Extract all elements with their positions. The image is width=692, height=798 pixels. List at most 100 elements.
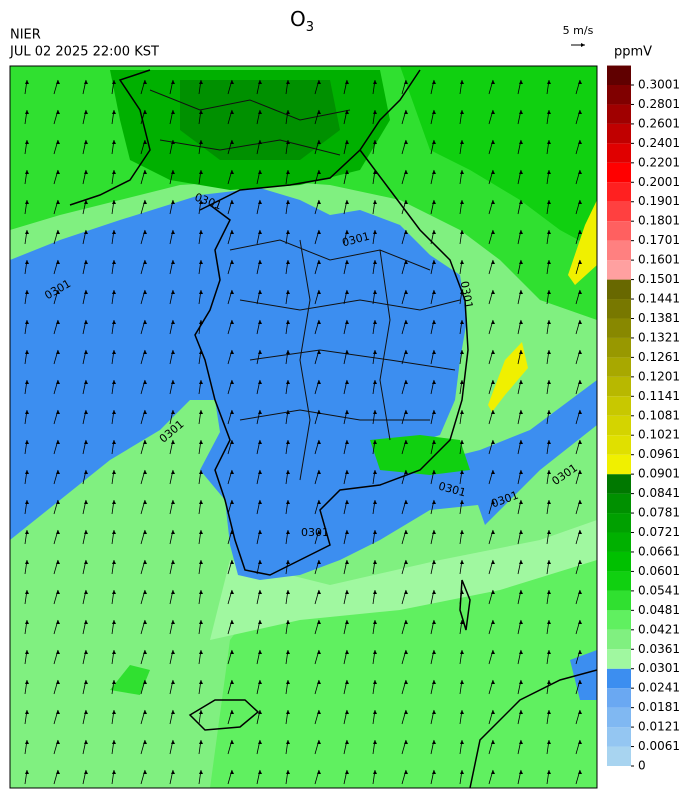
wind-arrow-head (317, 770, 321, 774)
wind-arrow-head (460, 140, 464, 144)
wind-arrow-head (578, 590, 582, 594)
wind-arrow-head (112, 140, 116, 144)
wind-arrow-head (25, 200, 29, 204)
wind-arrow-head (404, 440, 408, 444)
wind-arrow-head (171, 710, 175, 714)
wind-arrow-head (286, 710, 290, 714)
wind-arrow-head (230, 680, 234, 684)
wind-arrow-head (460, 350, 464, 354)
wind-arrow-head (171, 770, 175, 774)
colorbar-label: 0.2001 (638, 175, 680, 189)
wind-arrow-head (171, 590, 175, 594)
wind-field (24, 79, 582, 785)
wind-arrow-head (547, 290, 551, 294)
colorbar-band (607, 629, 631, 650)
wind-arrow-head (547, 350, 551, 354)
wind-arrow-head (171, 560, 175, 564)
colorbar-label: 0.1441 (638, 292, 680, 306)
wind-arrow-head (143, 680, 147, 684)
colorbar-band (607, 104, 631, 124)
wind-arrow-head (432, 740, 436, 744)
wind-arrow-head (345, 80, 349, 84)
wind-arrow-head (84, 380, 88, 384)
wind-arrow-head (258, 530, 262, 534)
colorbar-label: 0.1081 (638, 408, 680, 422)
wind-arrow-head (25, 110, 29, 114)
wind-arrow-head (578, 440, 582, 444)
colorbar-label: 0.0661 (638, 544, 680, 558)
wind-arrow-head (547, 380, 551, 384)
wind-arrow-head (547, 200, 551, 204)
wind-arrow-head (404, 170, 408, 174)
wind-arrow-head (199, 320, 203, 324)
colorbar-label: 0.1201 (638, 369, 680, 383)
wind-arrow-head (491, 620, 495, 624)
wind-arrow-head (199, 350, 203, 354)
wind-arrow-head (373, 650, 377, 654)
wind-arrow-head (171, 500, 175, 504)
wind-arrow-head (199, 530, 203, 534)
wind-arrow-head (578, 80, 582, 84)
wind-arrow-head (519, 470, 523, 474)
field-yellow (488, 342, 528, 412)
wind-arrow-head (258, 320, 262, 324)
wind-arrow-head (547, 230, 551, 234)
wind-arrow-head (199, 260, 203, 264)
wind-arrow-head (84, 590, 88, 594)
wind-arrow-head (143, 110, 147, 114)
wind-arrow-head (25, 260, 29, 264)
wind-arrow-head (491, 110, 495, 114)
colorbar-label: 0.1901 (638, 194, 680, 208)
wind-arrow-head (460, 110, 464, 114)
wind-arrow-head (373, 110, 377, 114)
wind-arrow-head (373, 200, 377, 204)
wind-arrow-head (199, 110, 203, 114)
wind-arrow-head (171, 230, 175, 234)
wind-arrow-head (199, 80, 203, 84)
wind-arrow-head (112, 80, 116, 84)
wind-arrow-head (547, 110, 551, 114)
wind-arrow-head (519, 110, 523, 114)
wind-arrow-head (547, 410, 551, 414)
wind-arrow-head (547, 710, 551, 714)
wind-arrow-head (519, 500, 523, 504)
wind-arrow-head (230, 530, 234, 534)
wind-arrow-head (258, 680, 262, 684)
wind-arrow-head (25, 170, 29, 174)
wind-arrow-head (547, 170, 551, 174)
wind-arrow-head (547, 80, 551, 84)
wind-arrow-head (491, 320, 495, 324)
wind-arrow-head (460, 200, 464, 204)
wind-arrow-head (112, 650, 116, 654)
wind-arrow-head (547, 260, 551, 264)
wind-arrow-head (491, 560, 495, 564)
wind-arrow-head (171, 320, 175, 324)
wind-arrow-head (460, 470, 464, 474)
wind-arrow-head (519, 140, 523, 144)
wind-arrow-head (286, 500, 290, 504)
wind-arrow-head (491, 440, 495, 444)
wind-arrow-head (25, 680, 29, 684)
wind-arrow-head (84, 170, 88, 174)
wind-arrow-head (491, 290, 495, 294)
wind-arrow-head (84, 530, 88, 534)
wind-arrow-head (25, 230, 29, 234)
wind-arrow-head (317, 710, 321, 714)
wind-arrow-head (578, 500, 582, 504)
wind-arrow-head (25, 710, 29, 714)
wind-arrow-head (56, 290, 60, 294)
wind-arrow-head (25, 500, 29, 504)
wind-arrow-head (286, 530, 290, 534)
wind-arrow-head (143, 770, 147, 774)
wind-arrow-head (199, 290, 203, 294)
wind-arrow-head (578, 200, 582, 204)
wind-arrow-head (199, 740, 203, 744)
wind-arrow-head (143, 350, 147, 354)
wind-arrow-head (84, 410, 88, 414)
colorbar-band (607, 435, 631, 455)
wind-arrow-head (491, 680, 495, 684)
wind-arrow-head (345, 710, 349, 714)
wind-arrow-head (317, 350, 321, 354)
coastline (194, 149, 469, 576)
wind-arrow-head (432, 260, 436, 264)
